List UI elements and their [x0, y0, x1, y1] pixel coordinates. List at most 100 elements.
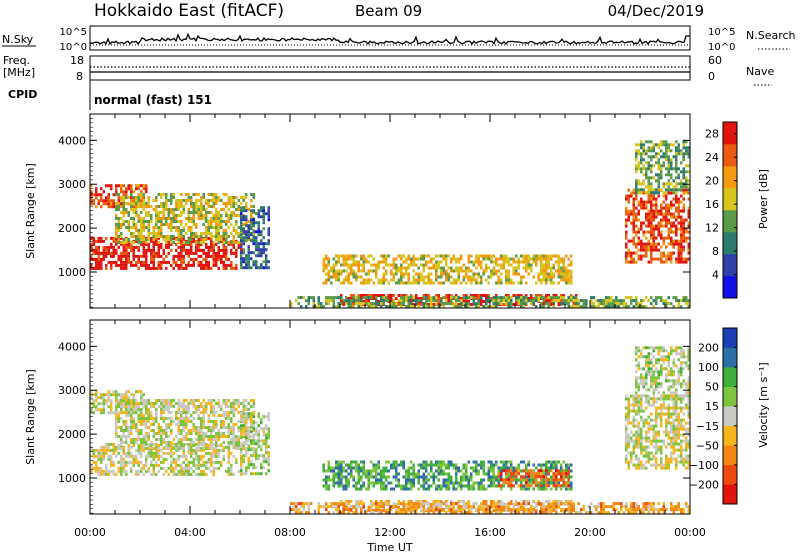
heatmap-cell — [202, 454, 205, 458]
heatmap-cell — [132, 257, 135, 261]
heatmap-cell — [100, 196, 103, 200]
freq-tick-bottom: 8 — [76, 70, 83, 83]
heatmap-cell — [252, 224, 255, 228]
heatmap-cell — [222, 454, 225, 458]
heatmap-cell — [610, 302, 613, 306]
heatmap-cell — [112, 248, 115, 252]
heatmap-cell — [262, 442, 265, 446]
heatmap-cell — [175, 226, 178, 229]
heatmap-cell — [240, 236, 243, 240]
heatmap-cell — [155, 432, 158, 435]
heatmap-cell — [652, 197, 655, 201]
heatmap-cell — [202, 420, 205, 423]
heatmap-cell — [120, 472, 123, 476]
heatmap-cell — [482, 269, 485, 273]
heatmap-cell — [107, 445, 110, 449]
heatmap-cell — [187, 229, 190, 232]
heatmap-cell — [340, 484, 343, 488]
heatmap-cell — [185, 405, 188, 408]
heatmap-cell — [355, 254, 358, 258]
heatmap-cell — [365, 469, 368, 473]
heatmap-cell — [175, 242, 178, 246]
heatmap-cell — [242, 472, 245, 476]
heatmap-cell — [185, 442, 188, 446]
heatmap-cell — [647, 242, 650, 246]
heatmap-cell — [542, 275, 545, 279]
heatmap-cell — [457, 469, 460, 473]
heatmap-cell — [145, 211, 148, 214]
heatmap-cell — [342, 278, 345, 282]
heatmap-cell — [250, 448, 253, 452]
heatmap-cell — [400, 463, 403, 467]
heatmap-cell — [132, 408, 135, 411]
heatmap-cell — [202, 193, 205, 196]
heatmap-cell — [212, 217, 215, 220]
heatmap-cell — [402, 254, 405, 258]
heatmap-cell — [427, 254, 430, 258]
heatmap-cell — [115, 184, 118, 188]
heatmap-cell — [450, 257, 453, 261]
heatmap-cell — [180, 239, 183, 243]
heatmap-cell — [150, 257, 153, 261]
heatmap-cell — [452, 463, 455, 467]
heatmap-cell — [172, 444, 175, 447]
heatmap-cell — [170, 420, 173, 423]
heatmap-cell — [427, 275, 430, 279]
heatmap-cell — [222, 426, 225, 429]
heatmap-cell — [610, 296, 613, 300]
heatmap-cell — [162, 402, 165, 405]
heatmap-cell — [125, 257, 128, 261]
heatmap-cell — [482, 254, 485, 258]
heatmap-cell — [645, 203, 648, 207]
heatmap-cell — [545, 257, 548, 261]
heatmap-cell — [222, 423, 225, 426]
heatmap-cell — [592, 296, 595, 300]
heatmap-cell — [145, 202, 148, 205]
heatmap-cell — [335, 296, 338, 300]
heatmap-cell — [182, 469, 185, 473]
heatmap-cell — [655, 224, 658, 228]
heatmap-cell — [105, 245, 108, 249]
heatmap-cell — [252, 472, 255, 476]
heatmap-cell — [247, 412, 250, 416]
heatmap-cell — [255, 427, 258, 431]
heatmap-cell — [267, 227, 270, 231]
heatmap-cell — [110, 442, 113, 446]
heatmap-cell — [520, 302, 523, 306]
heatmap-cell — [127, 242, 130, 246]
heatmap-cell — [642, 188, 645, 192]
heatmap-cell — [222, 232, 225, 235]
heatmap-cell — [340, 300, 343, 303]
heatmap-cell — [222, 245, 225, 249]
heatmap-cell — [255, 245, 258, 249]
heatmap-cell — [247, 408, 250, 411]
heatmap-cell — [417, 478, 420, 482]
heatmap-cell — [542, 296, 545, 300]
heatmap-cell — [192, 451, 195, 455]
heatmap-cell — [467, 296, 470, 300]
heatmap-cell — [142, 441, 145, 444]
heatmap-cell — [127, 414, 130, 417]
heatmap-cell — [257, 209, 260, 213]
heatmap-cell — [447, 472, 450, 476]
heatmap-cell — [425, 302, 428, 306]
heatmap-cell — [657, 185, 660, 189]
heatmap-cell — [195, 399, 198, 402]
heatmap-cell — [90, 266, 93, 270]
heatmap-cell — [382, 272, 385, 276]
heatmap-cell — [122, 214, 125, 217]
heatmap-cell — [140, 199, 143, 203]
heatmap-cell — [142, 220, 145, 223]
heatmap-cell — [662, 143, 665, 147]
heatmap-cell — [242, 460, 245, 464]
heatmap-cell — [347, 297, 350, 300]
heatmap-cell — [327, 263, 330, 267]
heatmap-cell — [485, 302, 488, 306]
heatmap-cell — [215, 229, 218, 232]
heatmap-cell — [635, 224, 638, 228]
heatmap-cell — [217, 232, 220, 235]
heatmap-cell — [392, 294, 395, 297]
heatmap-cell — [122, 241, 125, 244]
heatmap-cell — [367, 254, 370, 258]
heatmap-cell — [472, 299, 475, 303]
